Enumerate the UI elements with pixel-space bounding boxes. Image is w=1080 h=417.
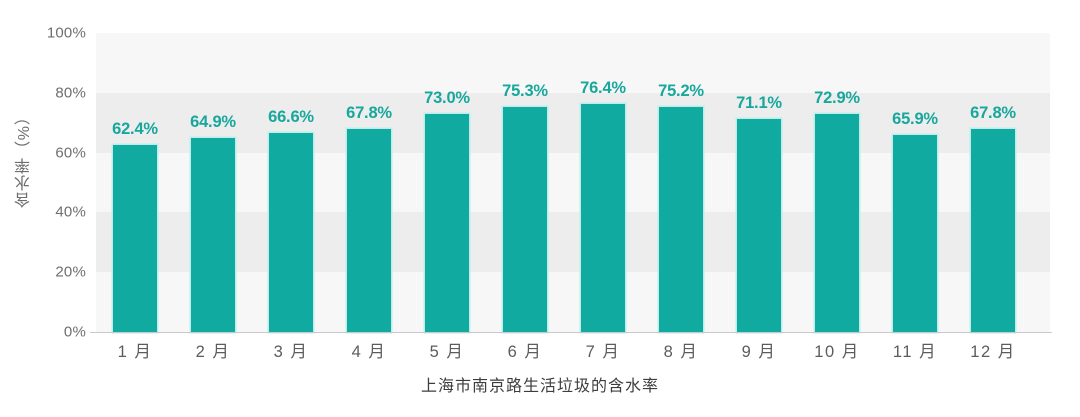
bar-group: 75.3% <box>486 33 564 332</box>
bar-group: 73.0% <box>408 33 486 332</box>
bar-value-label: 67.8% <box>970 104 1016 123</box>
bar-group: 67.8% <box>954 33 1032 332</box>
band-60-80 <box>96 92 1050 153</box>
bar-value-label: 64.9% <box>190 112 236 131</box>
bar-group: 64.9% <box>174 33 252 332</box>
y-axis-tick-label: 40% <box>55 203 86 221</box>
y-axis-tick-label: 80% <box>55 84 86 102</box>
x-axis-tick-label: 1 月 <box>117 343 153 361</box>
bars-layer: 62.4% 64.9% 66.6% 67.8% 73.0% 75.3% 76.4% 75.2%… <box>96 33 1050 332</box>
x-axis-tick-label: 2 月 <box>195 343 231 361</box>
y-axis-title: 含水率（%） <box>16 108 33 209</box>
y-axis-tick-label: 60% <box>55 144 86 162</box>
x-axis-tick-label: 12 月 <box>970 343 1016 361</box>
chart-title: 上海市南京路生活垃圾的含水率 <box>420 378 659 395</box>
bar[interactable] <box>893 134 937 332</box>
bar[interactable] <box>269 132 313 332</box>
x-axis-tick-label: 9 月 <box>741 343 777 361</box>
bar-value-label: 71.1% <box>736 94 782 113</box>
y-axis-tick-label: 100% <box>46 24 86 42</box>
x-axis-tick-label: 7 月 <box>585 343 621 361</box>
bar-value-label: 66.6% <box>268 107 314 126</box>
bar-group: 72.9% <box>798 33 876 332</box>
y-axis-ticks: 0% 20% 40% 60% 80% 100% <box>0 0 86 417</box>
bar-group: 67.8% <box>330 33 408 332</box>
band-20-40 <box>96 212 1050 273</box>
bar-value-label: 75.3% <box>502 81 548 100</box>
x-axis-line <box>90 332 1052 333</box>
bar[interactable] <box>347 129 391 332</box>
bar-group: 62.4% <box>96 33 174 332</box>
x-axis-tick-label: 6 月 <box>507 343 543 361</box>
x-axis-labels: 1 月 2 月 3 月 4 月 5 月 6 月 7 月 8 月 9 月 10 月 11 月 12 月 <box>96 338 1050 366</box>
y-axis-tick-label: 0% <box>63 323 86 341</box>
x-axis-tick-label: 11 月 <box>892 343 938 361</box>
bar[interactable] <box>971 129 1015 332</box>
bar-value-label: 76.4% <box>580 78 626 97</box>
plot-area: 62.4% 64.9% 66.6% 67.8% 73.0% 75.3% 76.4% 75.2%… <box>96 33 1050 332</box>
bar[interactable] <box>425 113 469 332</box>
bar-value-label: 65.9% <box>892 109 938 128</box>
band-40-60 <box>96 152 1050 213</box>
bar-group: 75.2% <box>642 33 720 332</box>
bar-group: 65.9% <box>876 33 954 332</box>
bar-group: 76.4% <box>564 33 642 332</box>
y-axis-tick-label: 20% <box>55 263 86 281</box>
bar-value-label: 62.4% <box>112 120 158 139</box>
x-axis-tick-label: 8 月 <box>663 343 699 361</box>
x-axis-tick-label: 10 月 <box>814 343 860 361</box>
bar-group: 71.1% <box>720 33 798 332</box>
bar[interactable] <box>659 107 703 332</box>
x-axis-tick-label: 5 月 <box>429 343 465 361</box>
bar-group: 66.6% <box>252 33 330 332</box>
band-80-100 <box>96 33 1050 93</box>
bar[interactable] <box>191 137 235 332</box>
bar-value-label: 75.2% <box>658 82 704 101</box>
x-axis-tick-label: 4 月 <box>351 343 387 361</box>
band-0-20 <box>96 272 1050 332</box>
bar[interactable] <box>815 114 859 332</box>
bar[interactable] <box>581 103 625 332</box>
bar-value-label: 67.8% <box>346 104 392 123</box>
x-axis-tick-label: 3 月 <box>273 343 309 361</box>
bar[interactable] <box>113 145 157 332</box>
bar-value-label: 72.9% <box>814 89 860 108</box>
bar-value-label: 73.0% <box>424 88 470 107</box>
bar[interactable] <box>503 106 547 332</box>
bar[interactable] <box>737 119 781 332</box>
